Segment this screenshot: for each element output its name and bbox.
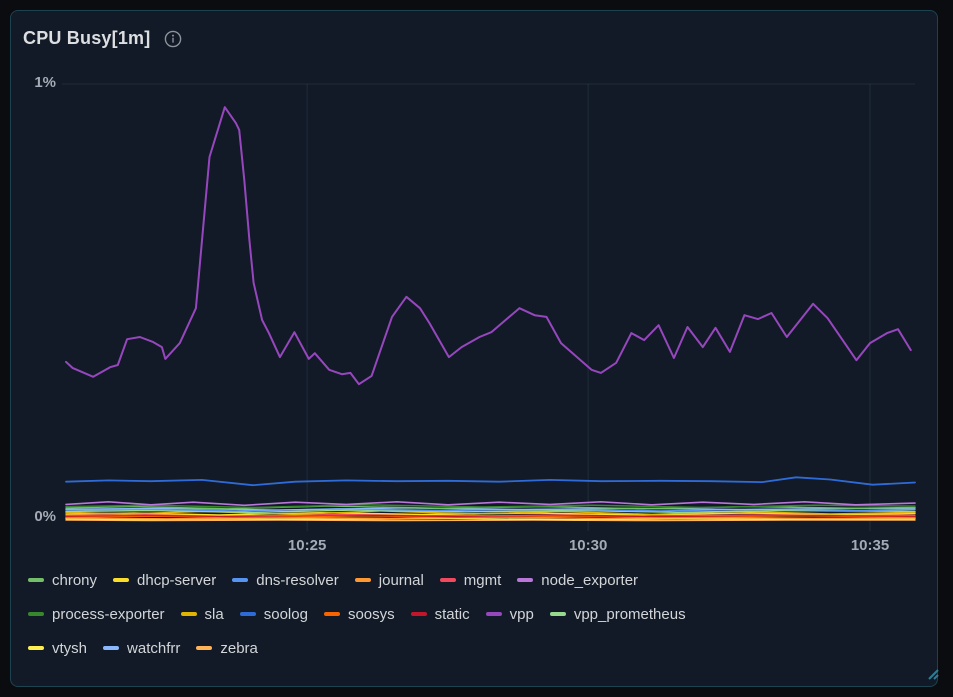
chart-legend: chrony dhcp-server dns-resolver journal mgmt… xyxy=(28,568,923,670)
legend-item-soosys[interactable]: soosys xyxy=(323,605,395,623)
legend-item-zebra[interactable]: zebra xyxy=(196,640,258,657)
series-line-vpp xyxy=(65,106,912,386)
legend-item-sla[interactable]: sla xyxy=(180,605,224,623)
legend-label: mgmt xyxy=(463,571,502,589)
legend-swatch xyxy=(28,578,44,582)
legend-label: zebra xyxy=(220,639,258,657)
panel-title[interactable]: CPU Busy[1m] xyxy=(23,28,151,48)
legend-label: chrony xyxy=(52,571,98,589)
x-axis-tick-label: 10:30 xyxy=(568,537,608,554)
series-line-sla xyxy=(65,510,916,516)
legend-swatch xyxy=(549,612,566,616)
legend-item-journal[interactable]: journal xyxy=(354,571,424,589)
legend-row: process-exporter sla soolog soosys static vpp… xyxy=(28,602,923,626)
legend-item-node_exporter[interactable]: node_exporter xyxy=(517,572,638,589)
legend-swatch xyxy=(410,612,427,616)
series-line-zebra xyxy=(65,519,916,522)
legend-swatch xyxy=(103,646,120,650)
legend-swatch xyxy=(439,578,456,582)
legend-swatch xyxy=(485,612,502,616)
legend-item-vpp_prometheus[interactable]: vpp_prometheus xyxy=(549,605,686,623)
x-axis-tick-label: 10:25 xyxy=(287,537,327,554)
legend-label: static xyxy=(434,605,470,623)
legend-row: chrony dhcp-server dns-resolver journal mgmt… xyxy=(28,568,923,592)
legend-label: sla xyxy=(204,605,224,623)
legend-swatch xyxy=(517,578,534,582)
legend-item-dhcp-server[interactable]: dhcp-server xyxy=(113,572,216,589)
legend-row: vtysh watchfrr zebra xyxy=(28,636,923,660)
series-line-node_exporter xyxy=(65,500,916,507)
legend-swatch xyxy=(196,646,213,650)
series-line-soosys xyxy=(65,515,916,519)
legend-label: dns-resolver xyxy=(256,571,339,589)
legend-swatch xyxy=(28,612,44,616)
legend-label: vtysh xyxy=(52,639,88,657)
legend-item-static[interactable]: static xyxy=(410,605,470,623)
legend-swatch xyxy=(239,612,256,616)
y-axis-tick-label: 0% xyxy=(34,508,56,525)
legend-label: process-exporter xyxy=(52,605,165,623)
legend-label: dhcp-server xyxy=(137,571,217,589)
legend-swatch xyxy=(232,578,249,582)
legend-label: vpp_prometheus xyxy=(573,605,686,623)
legend-swatch xyxy=(113,578,130,582)
panel-cpu-busy: CPU Busy[1m] xyxy=(10,10,938,687)
legend-label: journal xyxy=(378,571,424,589)
legend-label: watchfrr xyxy=(127,639,181,657)
legend-item-soolog[interactable]: soolog xyxy=(239,605,308,623)
series-line-vpp_prometheus xyxy=(65,509,916,513)
legend-item-watchfrr[interactable]: watchfrr xyxy=(103,640,180,657)
legend-item-chrony[interactable]: chrony xyxy=(28,572,97,589)
legend-item-mgmt[interactable]: mgmt xyxy=(439,571,502,589)
legend-item-vpp[interactable]: vpp xyxy=(485,605,534,623)
legend-item-vtysh[interactable]: vtysh xyxy=(28,640,87,657)
series-line-soolog xyxy=(65,476,916,487)
legend-item-process-exporter[interactable]: process-exporter xyxy=(28,606,165,623)
legend-item-dns-resolver[interactable]: dns-resolver xyxy=(232,572,339,589)
legend-label: soosys xyxy=(347,605,395,623)
legend-swatch xyxy=(28,646,44,650)
panel-header: CPU Busy[1m] xyxy=(23,28,182,49)
legend-label: node_exporter xyxy=(541,571,639,589)
series-line-process-exporter xyxy=(65,504,916,509)
legend-label: vpp xyxy=(509,605,534,623)
panel-resize-handle[interactable] xyxy=(925,666,939,685)
legend-label: soolog xyxy=(263,605,308,623)
legend-swatch xyxy=(323,612,340,616)
legend-swatch xyxy=(180,612,197,616)
legend-swatch xyxy=(354,578,371,582)
info-icon[interactable] xyxy=(164,30,182,48)
x-axis-tick-label: 10:35 xyxy=(850,537,890,554)
y-axis-tick-label: 1% xyxy=(34,74,56,91)
